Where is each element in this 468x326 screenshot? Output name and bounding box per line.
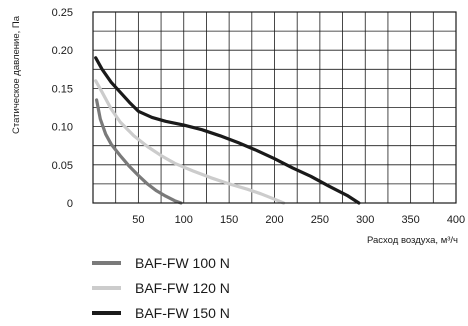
x-axis-ticks: 50 100 150 200 250 300 350 400: [132, 214, 465, 226]
y-tick-label: 0.25: [52, 7, 73, 19]
x-tick-label: 350: [401, 214, 419, 226]
legend-swatch: [92, 285, 121, 290]
x-tick-label: 150: [220, 214, 238, 226]
legend-label: BAF-FW 100 N: [135, 254, 230, 271]
x-tick-label: 250: [311, 214, 329, 226]
legend-swatch: [92, 310, 121, 315]
y-tick-label: 0.10: [52, 122, 73, 134]
y-axis-label: Статическое давление, Па: [11, 15, 22, 134]
x-tick-label: 400: [447, 214, 465, 226]
y-tick-label: 0: [67, 198, 73, 210]
series-lines: [94, 56, 361, 205]
legend-label: BAF-FW 120 N: [135, 279, 230, 296]
series-line-2: [94, 79, 286, 205]
series-line-3: [94, 56, 361, 205]
plot-frame: [92, 11, 457, 204]
grid: [93, 12, 456, 203]
y-tick-label: 0.05: [52, 160, 73, 172]
x-tick-label: 200: [265, 214, 283, 226]
series-line-1: [95, 98, 183, 205]
legend: BAF-FW 100 N BAF-FW 120 N BAF-FW 150 N: [92, 250, 230, 325]
legend-swatch: [92, 260, 121, 265]
x-axis-label: Расход воздуха, м³/ч: [367, 235, 458, 246]
y-axis-ticks: 0 0.05 0.10 0.15 0.20 0.25: [52, 7, 73, 210]
x-tick-label: 100: [175, 214, 193, 226]
x-tick-label: 50: [132, 214, 144, 226]
x-tick-label: 300: [356, 214, 374, 226]
y-tick-label: 0.20: [52, 45, 73, 57]
legend-item: BAF-FW 100 N: [92, 250, 230, 275]
legend-label: BAF-FW 150 N: [135, 304, 230, 321]
legend-item: BAF-FW 150 N: [92, 300, 230, 325]
legend-item: BAF-FW 120 N: [92, 275, 230, 300]
y-tick-label: 0.15: [52, 83, 73, 95]
